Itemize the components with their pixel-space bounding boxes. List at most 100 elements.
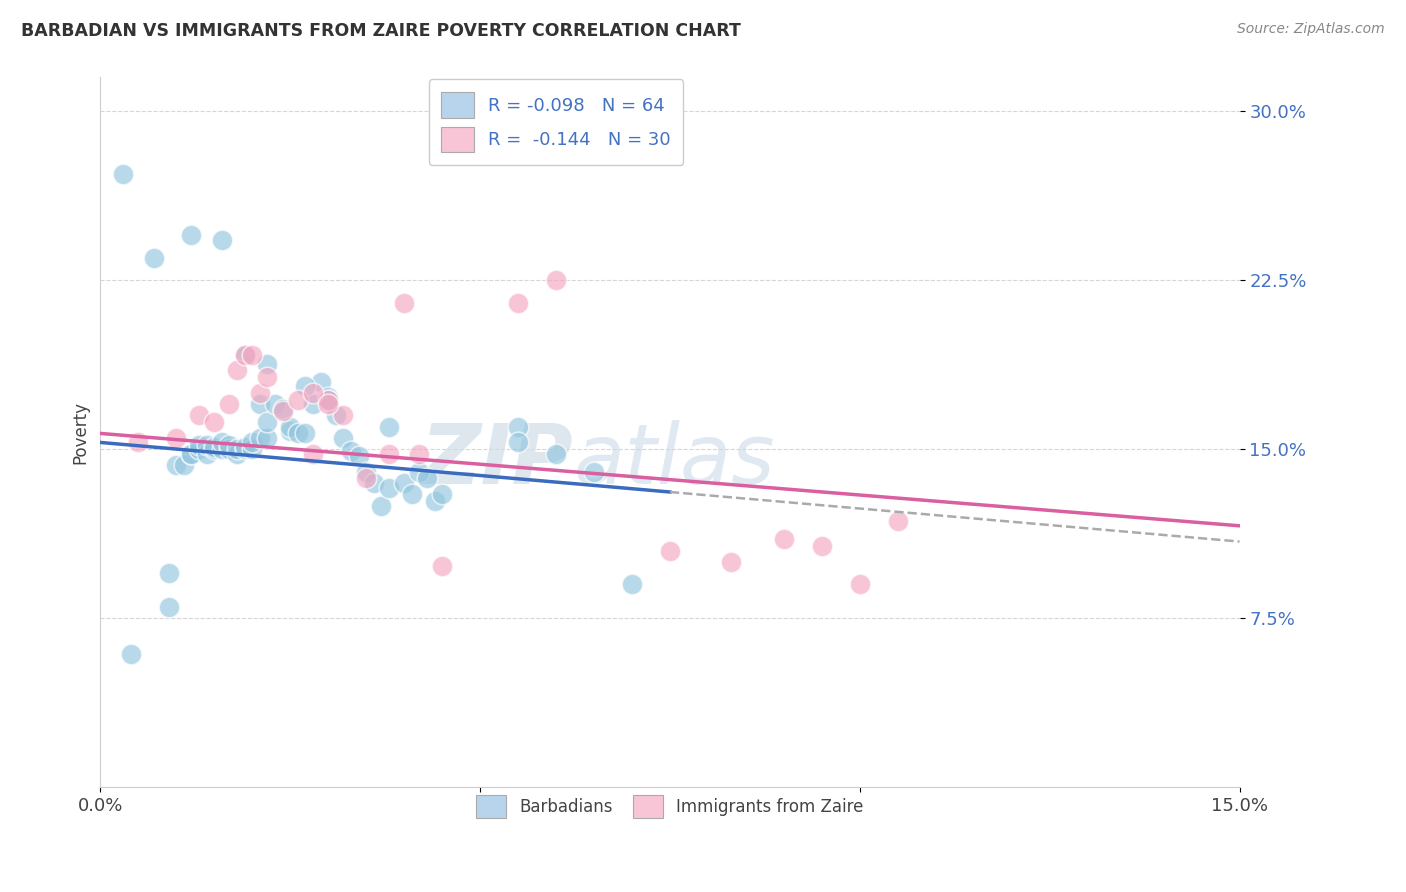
Text: BARBADIAN VS IMMIGRANTS FROM ZAIRE POVERTY CORRELATION CHART: BARBADIAN VS IMMIGRANTS FROM ZAIRE POVER… bbox=[21, 22, 741, 40]
Point bbox=[544, 447, 567, 461]
Point bbox=[264, 397, 287, 411]
Point bbox=[294, 379, 316, 393]
Point bbox=[211, 435, 233, 450]
Point bbox=[233, 440, 256, 454]
Point bbox=[658, 543, 681, 558]
Point bbox=[332, 409, 354, 423]
Point bbox=[195, 447, 218, 461]
Point bbox=[202, 442, 225, 457]
Point bbox=[157, 566, 180, 581]
Point bbox=[544, 273, 567, 287]
Point bbox=[506, 295, 529, 310]
Point bbox=[408, 465, 430, 479]
Point bbox=[211, 442, 233, 457]
Point bbox=[309, 375, 332, 389]
Point bbox=[316, 392, 339, 407]
Point bbox=[249, 397, 271, 411]
Point bbox=[249, 431, 271, 445]
Point bbox=[165, 431, 187, 445]
Point bbox=[287, 426, 309, 441]
Point bbox=[271, 401, 294, 416]
Point bbox=[271, 404, 294, 418]
Point bbox=[127, 435, 149, 450]
Point bbox=[316, 397, 339, 411]
Point bbox=[302, 397, 325, 411]
Point bbox=[249, 385, 271, 400]
Point bbox=[142, 251, 165, 265]
Point bbox=[188, 409, 211, 423]
Point bbox=[233, 348, 256, 362]
Point bbox=[363, 475, 385, 490]
Point bbox=[354, 465, 377, 479]
Point bbox=[354, 471, 377, 485]
Point bbox=[430, 487, 453, 501]
Y-axis label: Poverty: Poverty bbox=[72, 401, 89, 464]
Point bbox=[370, 499, 392, 513]
Point bbox=[811, 539, 834, 553]
Point bbox=[180, 447, 202, 461]
Point bbox=[332, 431, 354, 445]
Point bbox=[188, 438, 211, 452]
Point bbox=[226, 442, 249, 457]
Point bbox=[278, 419, 301, 434]
Point bbox=[408, 447, 430, 461]
Text: Source: ZipAtlas.com: Source: ZipAtlas.com bbox=[1237, 22, 1385, 37]
Point bbox=[120, 647, 142, 661]
Point bbox=[233, 348, 256, 362]
Point bbox=[506, 435, 529, 450]
Point bbox=[256, 415, 278, 429]
Point bbox=[347, 449, 370, 463]
Point bbox=[180, 228, 202, 243]
Text: ZIP: ZIP bbox=[420, 420, 574, 501]
Point bbox=[226, 363, 249, 377]
Point bbox=[430, 559, 453, 574]
Point bbox=[278, 424, 301, 438]
Point bbox=[195, 438, 218, 452]
Point bbox=[233, 442, 256, 457]
Point bbox=[849, 577, 872, 591]
Point bbox=[620, 577, 643, 591]
Point bbox=[218, 442, 240, 457]
Point bbox=[416, 471, 439, 485]
Point bbox=[218, 397, 240, 411]
Point bbox=[256, 357, 278, 371]
Point bbox=[316, 390, 339, 404]
Point bbox=[218, 438, 240, 452]
Point bbox=[340, 444, 363, 458]
Point bbox=[401, 487, 423, 501]
Text: atlas: atlas bbox=[574, 420, 775, 501]
Point bbox=[423, 494, 446, 508]
Point bbox=[773, 533, 796, 547]
Point bbox=[378, 481, 401, 495]
Point bbox=[302, 447, 325, 461]
Point bbox=[256, 370, 278, 384]
Point bbox=[887, 514, 910, 528]
Point bbox=[173, 458, 195, 472]
Point bbox=[582, 465, 605, 479]
Point bbox=[202, 415, 225, 429]
Point bbox=[316, 392, 339, 407]
Point bbox=[240, 348, 263, 362]
Point bbox=[240, 435, 263, 450]
Point bbox=[392, 475, 415, 490]
Point bbox=[720, 555, 742, 569]
Point bbox=[157, 599, 180, 614]
Point bbox=[202, 440, 225, 454]
Point bbox=[188, 442, 211, 457]
Point bbox=[180, 447, 202, 461]
Point bbox=[240, 442, 263, 457]
Point bbox=[287, 392, 309, 407]
Point bbox=[378, 447, 401, 461]
Point bbox=[112, 167, 135, 181]
Legend: Barbadians, Immigrants from Zaire: Barbadians, Immigrants from Zaire bbox=[470, 788, 870, 825]
Point bbox=[325, 409, 347, 423]
Point bbox=[226, 447, 249, 461]
Point bbox=[392, 295, 415, 310]
Point bbox=[211, 233, 233, 247]
Point bbox=[302, 385, 325, 400]
Point bbox=[256, 431, 278, 445]
Point bbox=[165, 458, 187, 472]
Point bbox=[294, 426, 316, 441]
Point bbox=[378, 419, 401, 434]
Point bbox=[506, 419, 529, 434]
